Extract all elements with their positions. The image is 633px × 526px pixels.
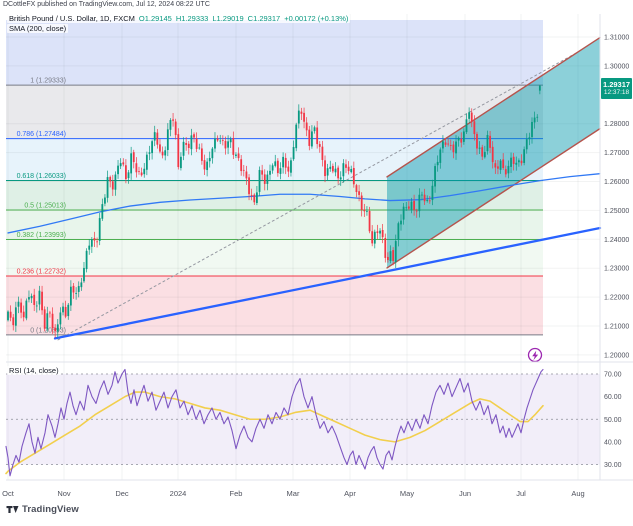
fib-level-label: 0.618 (1.26033): [17, 173, 66, 180]
fib-retracement[interactable]: 1 (1.29333) 0.786 (1.27484) 0.618 (1.26033…: [6, 78, 543, 336]
time-tick-label: Apr: [344, 489, 356, 498]
chart-legend: British Pound / U.S. Dollar, 1D, FXCM O1.…: [7, 14, 351, 34]
symbol-legend-row[interactable]: British Pound / U.S. Dollar, 1D, FXCM O1.…: [7, 14, 351, 23]
rsi-tick-label: 70.00: [604, 372, 622, 379]
tradingview-brand-text: TradingView: [22, 504, 79, 515]
price-tick-label: 1.22000: [604, 295, 629, 302]
rsi-tick-label: 40.00: [604, 439, 622, 446]
time-tick-label: Feb: [230, 489, 243, 498]
ohlc-close: C1.29317: [247, 14, 281, 23]
publish-watermark: DCottleFX published on TradingView.com, …: [3, 1, 210, 8]
time-tick-label: 2024: [170, 489, 187, 498]
dashed-trendline[interactable]: [57, 51, 579, 341]
time-tick-label: Jun: [459, 489, 471, 498]
price-tick-label: 1.31000: [604, 35, 629, 42]
fib-level-label: 0.382 (1.23993): [17, 232, 66, 239]
price-tick-label: 1.26000: [604, 179, 629, 186]
sma200-line: [7, 173, 601, 234]
price-tick-label: 1.23000: [604, 266, 629, 273]
fib-level-label: 0.5 (1.25013): [24, 203, 66, 210]
time-tick-label: Nov: [57, 489, 71, 498]
current-price-label: 1.29317 12:37:18: [601, 78, 632, 99]
fib-level-label: 0 (1.20693): [30, 327, 66, 334]
tradingview-footer[interactable]: TradingView: [6, 503, 79, 516]
price-tick-label: 1.24000: [604, 237, 629, 244]
time-tick-label: Jul: [516, 489, 526, 498]
time-tick-label: Aug: [571, 489, 584, 498]
price-scale[interactable]: 1.31000 1.30000 1.28000 1.27000 1.26000 1.250…: [604, 35, 629, 360]
time-tick-label: Mar: [287, 489, 300, 498]
price-tick-label: 1.25000: [604, 208, 629, 215]
ohlc-low: L1.29019: [212, 14, 244, 23]
ohlc-change: +0.00172 (+0.13%): [284, 14, 349, 23]
price-tick-label: 1.27000: [604, 150, 629, 157]
rsi-tick-label: 50.00: [604, 417, 622, 424]
flash-icon[interactable]: [527, 347, 543, 363]
price-tick-label: 1.20000: [604, 352, 629, 359]
fib-level-label: 0.786 (1.27484): [17, 131, 66, 138]
symbol-title: British Pound / U.S. Dollar, 1D, FXCM: [9, 14, 135, 23]
price-tick-label: 1.28000: [604, 121, 629, 128]
rsi-pane: [5, 368, 600, 477]
ohlc-high: H1.29333: [175, 14, 209, 23]
candlesticks: [7, 85, 541, 338]
ohlc-open: O1.29145: [138, 14, 172, 23]
fib-level-label: 1 (1.29333): [30, 78, 66, 85]
current-price-value: 1.29317: [602, 79, 631, 89]
time-tick-label: Oct: [2, 489, 15, 498]
time-scale[interactable]: Oct Nov Dec 2024 Feb Mar Apr May Jun Jul Aug: [2, 489, 585, 498]
fib-level-label: 0.236 (1.22732): [17, 268, 66, 275]
rsi-indicator-legend[interactable]: RSI (14, close): [7, 366, 61, 375]
support-trendline[interactable]: [53, 226, 602, 340]
sma-indicator-legend[interactable]: SMA (200, close): [7, 24, 69, 33]
tradingview-logo-icon: [6, 506, 19, 513]
time-tick-label: May: [400, 489, 414, 498]
price-tick-label: 1.21000: [604, 324, 629, 331]
pane-separators[interactable]: [6, 14, 633, 481]
rsi-scale[interactable]: 70.00 60.00 50.00 40.00 30.00: [604, 372, 622, 470]
bar-countdown: 12:37:18: [603, 89, 630, 96]
price-tick-label: 1.30000: [604, 63, 629, 70]
time-tick-label: Dec: [115, 489, 129, 498]
rsi-tick-label: 60.00: [604, 394, 622, 401]
rsi-tick-label: 30.00: [604, 462, 622, 469]
